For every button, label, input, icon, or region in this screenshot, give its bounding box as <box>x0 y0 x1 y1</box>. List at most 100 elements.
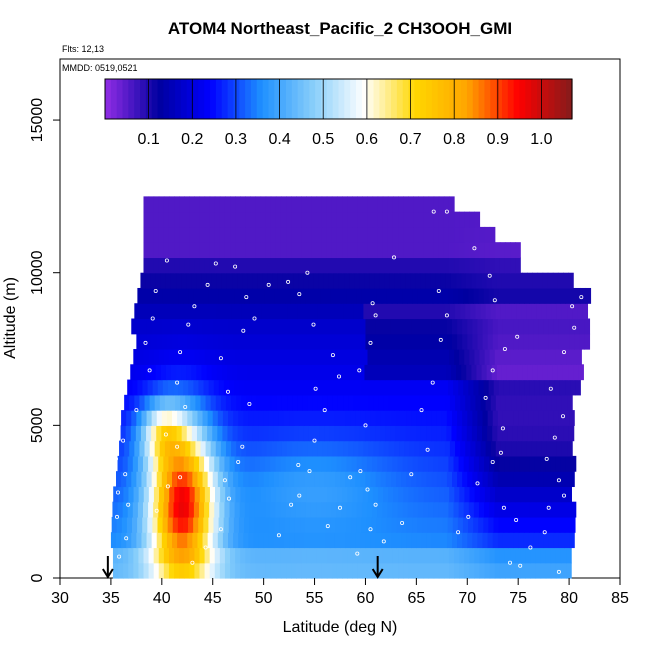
heat-cell <box>367 226 374 243</box>
heat-cell <box>367 349 374 365</box>
track-point <box>297 493 302 498</box>
colorbar-segment <box>105 79 112 119</box>
heat-cell <box>126 471 132 488</box>
heat-cell <box>559 516 566 533</box>
heat-cell <box>367 486 374 503</box>
heat-cell <box>329 425 335 442</box>
heat-cell <box>356 379 362 396</box>
heat-cell <box>211 272 218 289</box>
heat-cell <box>484 562 491 579</box>
heat-cell <box>235 196 241 213</box>
heat-cell <box>210 440 217 457</box>
track-point <box>153 288 158 293</box>
heat-cell <box>421 471 428 488</box>
heat-cell <box>239 455 246 472</box>
heat-cell <box>198 379 205 396</box>
heat-cell <box>422 379 429 396</box>
heat-cell <box>566 486 572 503</box>
heat-cell <box>418 349 425 365</box>
heat-cell <box>556 486 562 503</box>
heat-cell <box>202 410 209 426</box>
heat-cell <box>275 455 282 472</box>
heat-cell <box>279 379 286 396</box>
heat-cell <box>284 471 290 488</box>
heat-cell <box>415 272 422 289</box>
heat-cell <box>489 257 496 274</box>
heat-cell <box>318 272 325 289</box>
heat-cell <box>197 532 204 549</box>
heat-cell <box>372 562 379 579</box>
heat-cell <box>342 242 348 259</box>
heat-cell <box>163 242 170 259</box>
heat-cell <box>130 364 136 381</box>
heat-cell <box>345 318 351 335</box>
heat-cell <box>504 242 511 259</box>
heat-cell <box>281 394 288 411</box>
heat-cell <box>478 455 485 472</box>
track-point <box>336 374 341 379</box>
heat-cell <box>280 196 287 213</box>
heat-cell <box>153 242 160 259</box>
track-point <box>409 472 414 477</box>
heat-cell <box>173 455 180 472</box>
heat-cell <box>164 486 170 503</box>
heat-cell <box>234 501 241 518</box>
heat-cell <box>464 226 470 243</box>
heat-cell <box>429 394 436 411</box>
heat-cell <box>137 516 143 533</box>
heat-cell <box>392 226 399 243</box>
heat-cell <box>489 547 496 564</box>
heat-cell <box>148 455 154 472</box>
heat-cell <box>380 425 386 442</box>
heat-cell <box>362 242 369 259</box>
heat-cell <box>199 547 206 564</box>
heat-cell <box>247 272 254 289</box>
heat-cell <box>176 364 182 381</box>
heat-cell <box>252 425 259 442</box>
track-point <box>373 313 378 318</box>
heat-cell <box>210 394 217 411</box>
heat-cell <box>188 287 194 304</box>
heat-cell <box>255 257 262 274</box>
heat-cell <box>390 410 397 426</box>
heat-cell <box>123 562 129 579</box>
heat-cell <box>257 272 264 289</box>
heat-cell <box>526 440 533 457</box>
heat-cell <box>485 303 492 320</box>
heat-cell <box>142 516 148 533</box>
heat-cell <box>540 501 546 518</box>
heat-cell <box>360 471 367 488</box>
x-axis-label: Latitude (deg N) <box>283 619 398 636</box>
heat-cell <box>168 501 175 518</box>
heat-cell <box>485 440 492 457</box>
heat-cell <box>433 486 440 503</box>
heat-cell <box>484 257 491 274</box>
heat-cell <box>212 471 219 488</box>
heat-cell <box>449 440 456 457</box>
track-point <box>358 469 363 474</box>
heat-cell <box>529 379 536 396</box>
heat-cell <box>246 303 253 320</box>
heat-cell <box>461 272 467 289</box>
heat-cell <box>214 257 221 274</box>
heat-cell <box>280 501 287 518</box>
heat-cell <box>174 562 180 579</box>
heat-cell <box>510 349 516 365</box>
heat-cell <box>403 562 409 579</box>
heat-cell <box>408 226 414 243</box>
track-point <box>126 502 131 507</box>
heat-cell <box>326 196 333 213</box>
colorbar-frame <box>104 78 573 120</box>
heat-cell <box>179 547 185 564</box>
track-point <box>192 304 197 309</box>
heat-cell <box>480 394 487 411</box>
heat-cell <box>446 410 453 426</box>
heat-cell <box>385 471 392 488</box>
heat-cell <box>207 333 214 350</box>
heat-cell <box>522 272 528 289</box>
heat-cell <box>311 242 318 259</box>
colorbar-segment <box>536 79 544 119</box>
heat-cell <box>386 287 393 304</box>
heat-cell <box>134 440 141 457</box>
heat-cell <box>180 303 186 320</box>
